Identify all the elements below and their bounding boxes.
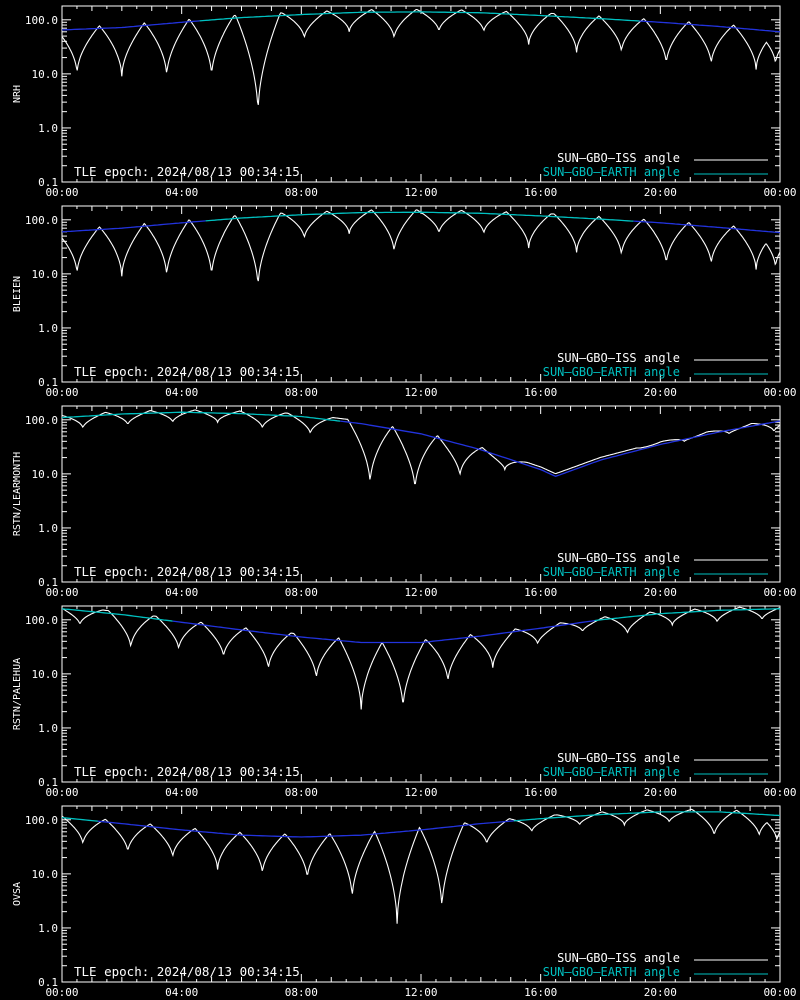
y-axis-label: BLEIEN bbox=[12, 276, 23, 312]
x-tick-label: 00:00 bbox=[763, 586, 796, 599]
y-tick-label: 10.0 bbox=[32, 468, 59, 481]
y-tick-label: 100.0 bbox=[25, 814, 58, 827]
legend-earth-label: SUN–GBO–EARTH angle bbox=[543, 565, 680, 579]
iss-angle-line bbox=[61, 409, 781, 485]
y-axis-label: RSTN/LEARMONTH bbox=[12, 452, 23, 536]
iss-angle-line bbox=[61, 808, 781, 924]
legend-iss-label: SUN–GBO–ISS angle bbox=[557, 951, 680, 965]
legend-iss-label: SUN–GBO–ISS angle bbox=[557, 551, 680, 565]
x-tick-label: 00:00 bbox=[763, 786, 796, 799]
x-tick-label: 00:00 bbox=[763, 186, 796, 199]
x-tick-label: 08:00 bbox=[285, 786, 318, 799]
y-tick-label: 1.0 bbox=[38, 922, 58, 935]
earth-angle-line bbox=[199, 11, 640, 22]
x-tick-label: 00:00 bbox=[45, 586, 78, 599]
panel-bleien: 0.1 1.0 10.0 100.0 00:00 04:00 08:00 12:00 16:00… bbox=[12, 205, 797, 399]
tle-epoch-label: TLE epoch: 2024/08/13 00:34:15 bbox=[74, 364, 300, 379]
earth-angle-line bbox=[340, 420, 781, 477]
earth-angle-line bbox=[61, 811, 781, 822]
x-tick-label: 12:00 bbox=[404, 786, 437, 799]
y-tick-label: 0.1 bbox=[38, 376, 58, 389]
x-tick-label: 12:00 bbox=[404, 386, 437, 399]
x-tick-label: 04:00 bbox=[165, 586, 198, 599]
x-tick-label: 16:00 bbox=[524, 986, 557, 999]
x-tick-label: 08:00 bbox=[285, 186, 318, 199]
x-tick-label: 00:00 bbox=[45, 786, 78, 799]
earth-angle-line bbox=[61, 20, 781, 33]
y-tick-label: 0.1 bbox=[38, 976, 58, 989]
legend-iss-label: SUN–GBO–ISS angle bbox=[557, 351, 680, 365]
x-tick-label: 12:00 bbox=[404, 186, 437, 199]
y-axis-label: NRH bbox=[12, 85, 23, 103]
x-tick-label: 12:00 bbox=[404, 586, 437, 599]
y-axis-label: OVSA bbox=[12, 882, 23, 906]
y-tick-label: 10.0 bbox=[32, 268, 59, 281]
earth-angle-line bbox=[97, 820, 514, 838]
legend-earth-label: SUN–GBO–EARTH angle bbox=[543, 365, 680, 379]
x-tick-label: 20:00 bbox=[644, 186, 677, 199]
earth-angle-line bbox=[172, 619, 595, 644]
legend-earth-label: SUN–GBO–EARTH angle bbox=[543, 165, 680, 179]
tle-epoch-label: TLE epoch: 2024/08/13 00:34:15 bbox=[74, 964, 300, 979]
earth-angle-line bbox=[205, 211, 634, 222]
x-tick-label: 16:00 bbox=[524, 586, 557, 599]
y-tick-label: 10.0 bbox=[32, 668, 59, 681]
y-tick-label: 0.1 bbox=[38, 776, 58, 789]
panel-ovsa: 0.1 1.0 10.0 100.0 00:00 04:00 08:00 12:00 16:00… bbox=[12, 805, 797, 999]
x-tick-label: 20:00 bbox=[644, 586, 677, 599]
panel-rstn-palehua: 0.1 1.0 10.0 100.0 00:00 04:00 08:00 12:00 16:00… bbox=[12, 605, 797, 799]
x-tick-label: 08:00 bbox=[285, 586, 318, 599]
earth-angle-line bbox=[61, 220, 781, 234]
y-tick-label: 0.1 bbox=[38, 176, 58, 189]
x-tick-label: 04:00 bbox=[165, 186, 198, 199]
y-tick-label: 1.0 bbox=[38, 322, 58, 335]
y-tick-label: 100.0 bbox=[25, 614, 58, 627]
tle-epoch-label: TLE epoch: 2024/08/13 00:34:15 bbox=[74, 564, 300, 579]
y-tick-label: 100.0 bbox=[25, 14, 58, 27]
y-tick-label: 1.0 bbox=[38, 722, 58, 735]
x-tick-label: 00:00 bbox=[763, 986, 796, 999]
tle-epoch-label: TLE epoch: 2024/08/13 00:34:15 bbox=[74, 764, 300, 779]
legend-earth-label: SUN–GBO–EARTH angle bbox=[543, 965, 680, 979]
x-tick-label: 00:00 bbox=[45, 986, 78, 999]
y-tick-label: 1.0 bbox=[38, 122, 58, 135]
y-tick-label: 100.0 bbox=[25, 214, 58, 227]
y-tick-label: 10.0 bbox=[32, 68, 59, 81]
panel-rstn-learmonth: 0.1 1.0 10.0 100.0 00:00 04:00 08:00 12:00 16:00… bbox=[12, 405, 797, 599]
y-tick-label: 10.0 bbox=[32, 868, 59, 881]
tle-epoch-label: TLE epoch: 2024/08/13 00:34:15 bbox=[74, 164, 300, 179]
x-tick-label: 16:00 bbox=[524, 386, 557, 399]
x-tick-label: 20:00 bbox=[644, 986, 677, 999]
x-tick-label: 08:00 bbox=[285, 386, 318, 399]
x-tick-label: 20:00 bbox=[644, 386, 677, 399]
y-axis-label: RSTN/PALEHUA bbox=[12, 658, 23, 730]
x-tick-label: 08:00 bbox=[285, 986, 318, 999]
y-tick-label: 0.1 bbox=[38, 576, 58, 589]
iss-angle-line bbox=[61, 606, 781, 710]
iss-angle-line bbox=[61, 209, 781, 282]
legend-iss-label: SUN–GBO–ISS angle bbox=[557, 151, 680, 165]
y-tick-label: 100.0 bbox=[25, 414, 58, 427]
legend-earth-label: SUN–GBO–EARTH angle bbox=[543, 765, 680, 779]
y-tick-label: 1.0 bbox=[38, 522, 58, 535]
x-tick-label: 00:00 bbox=[45, 186, 78, 199]
legend-iss-label: SUN–GBO–ISS angle bbox=[557, 751, 680, 765]
x-tick-label: 16:00 bbox=[524, 786, 557, 799]
x-tick-label: 00:00 bbox=[763, 386, 796, 399]
x-tick-label: 00:00 bbox=[45, 386, 78, 399]
x-tick-label: 04:00 bbox=[165, 986, 198, 999]
x-tick-label: 04:00 bbox=[165, 386, 198, 399]
x-tick-label: 20:00 bbox=[644, 786, 677, 799]
x-tick-label: 04:00 bbox=[165, 786, 198, 799]
earth-angle-line bbox=[61, 608, 780, 622]
x-tick-label: 16:00 bbox=[524, 186, 557, 199]
panel-nrh: 0.1 1.0 10.0 100.0 00:00 04:00 08:00 12:00 16:00… bbox=[12, 5, 797, 199]
x-tick-label: 12:00 bbox=[404, 986, 437, 999]
